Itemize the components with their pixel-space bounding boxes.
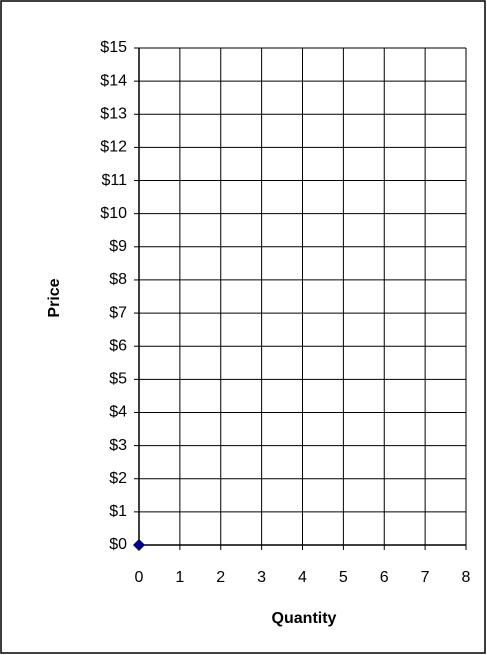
y-tick-label: $1 xyxy=(109,503,127,520)
y-tick-label: $0 xyxy=(109,536,127,553)
x-tick-label: 8 xyxy=(462,569,471,586)
y-tick-label: $4 xyxy=(109,404,127,421)
y-tick-label: $15 xyxy=(100,39,127,56)
y-tick-label: $10 xyxy=(100,205,127,222)
y-tick-label: $7 xyxy=(109,304,127,321)
y-axis-label: Price xyxy=(46,278,63,317)
y-tick-label: $14 xyxy=(100,72,127,89)
x-tick-label: 3 xyxy=(257,569,266,586)
x-tick-label: 5 xyxy=(339,569,348,586)
y-tick-label: $8 xyxy=(109,271,127,288)
x-tick-label: 0 xyxy=(135,569,144,586)
x-tick-label: 1 xyxy=(175,569,184,586)
x-tick-label: 4 xyxy=(298,569,307,586)
x-tick-label: 2 xyxy=(216,569,225,586)
y-tick-label: $11 xyxy=(101,172,127,189)
y-tick-label: $12 xyxy=(100,139,127,156)
y-tick-label: $5 xyxy=(109,371,127,388)
y-tick-label: $9 xyxy=(109,238,127,255)
x-tick-label: 6 xyxy=(380,569,389,586)
data-point xyxy=(133,539,145,551)
x-tick-label: 7 xyxy=(421,569,430,586)
y-tick-label: $2 xyxy=(109,470,127,487)
x-axis-label: Quantity xyxy=(272,610,337,627)
y-tick-label: $3 xyxy=(109,437,127,454)
y-tick-label: $6 xyxy=(109,337,127,354)
y-tick-label: $13 xyxy=(100,105,127,122)
